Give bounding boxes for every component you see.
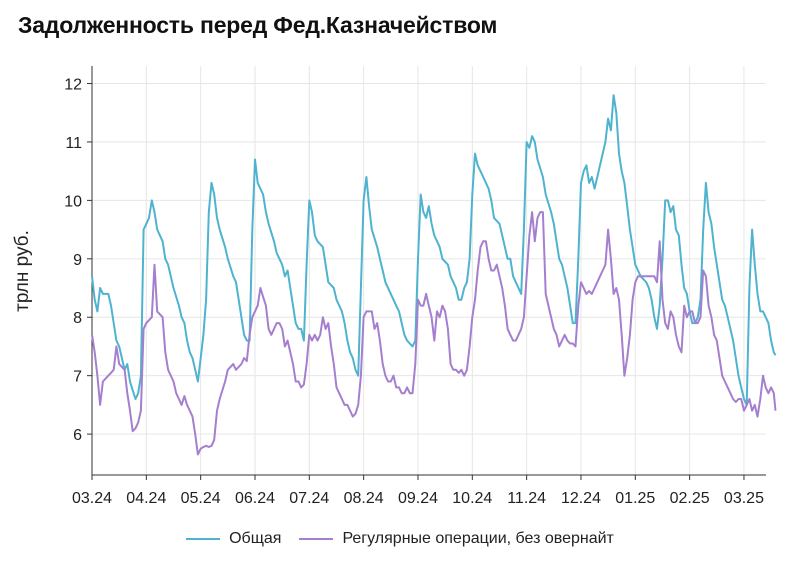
y-tick-label: 10 <box>64 193 82 210</box>
y-tick-label: 9 <box>73 252 82 269</box>
x-tick-label: 11.24 <box>507 490 546 507</box>
y-tick-labels: 6 7 8 9 10 11 12 <box>64 77 92 444</box>
x-tick-label: 01.25 <box>615 490 655 507</box>
y-tick-label: 7 <box>73 369 82 386</box>
x-tick-labels: 03.24 04.24 05.24 06.24 07.24 08.24 09.24 10.24… <box>72 475 764 507</box>
legend-swatch-total <box>186 538 221 540</box>
series-lines <box>91 94 777 456</box>
grid-lines <box>91 66 766 475</box>
legend-label-total: Общая <box>229 530 282 547</box>
legend-swatch-regular <box>299 538 334 540</box>
x-tick-label: 02.25 <box>670 490 710 507</box>
legend: Общая Регулярные операции, без овернайт <box>0 530 800 548</box>
x-tick-label: 06.24 <box>235 490 275 507</box>
x-tick-label: 04.24 <box>126 490 166 507</box>
x-tick-label: 03.24 <box>72 490 112 507</box>
x-tick-label: 12.24 <box>561 490 601 507</box>
y-tick-label: 6 <box>73 427 82 444</box>
legend-item-total: Общая <box>186 530 281 548</box>
chart-title: Задолженность перед Фед.Казначейством <box>18 12 498 38</box>
series-line-total <box>91 94 777 406</box>
y-axis-label: трлн руб. <box>12 230 33 312</box>
x-tick-label: 09.24 <box>398 490 438 507</box>
y-tick-label: 8 <box>73 310 82 327</box>
x-tick-label: 08.24 <box>344 490 384 507</box>
series-line-regular <box>91 211 777 456</box>
axes <box>91 66 766 476</box>
legend-item-regular: Регулярные операции, без овернайт <box>299 530 614 548</box>
y-tick-label: 12 <box>64 77 82 94</box>
x-tick-label: 05.24 <box>181 490 221 507</box>
y-tick-label: 11 <box>65 135 82 152</box>
legend-label-regular: Регулярные операции, без овернайт <box>342 530 614 547</box>
x-tick-label: 03.25 <box>724 490 764 507</box>
x-tick-label: 10.24 <box>452 490 492 507</box>
x-tick-label: 07.24 <box>289 490 329 507</box>
